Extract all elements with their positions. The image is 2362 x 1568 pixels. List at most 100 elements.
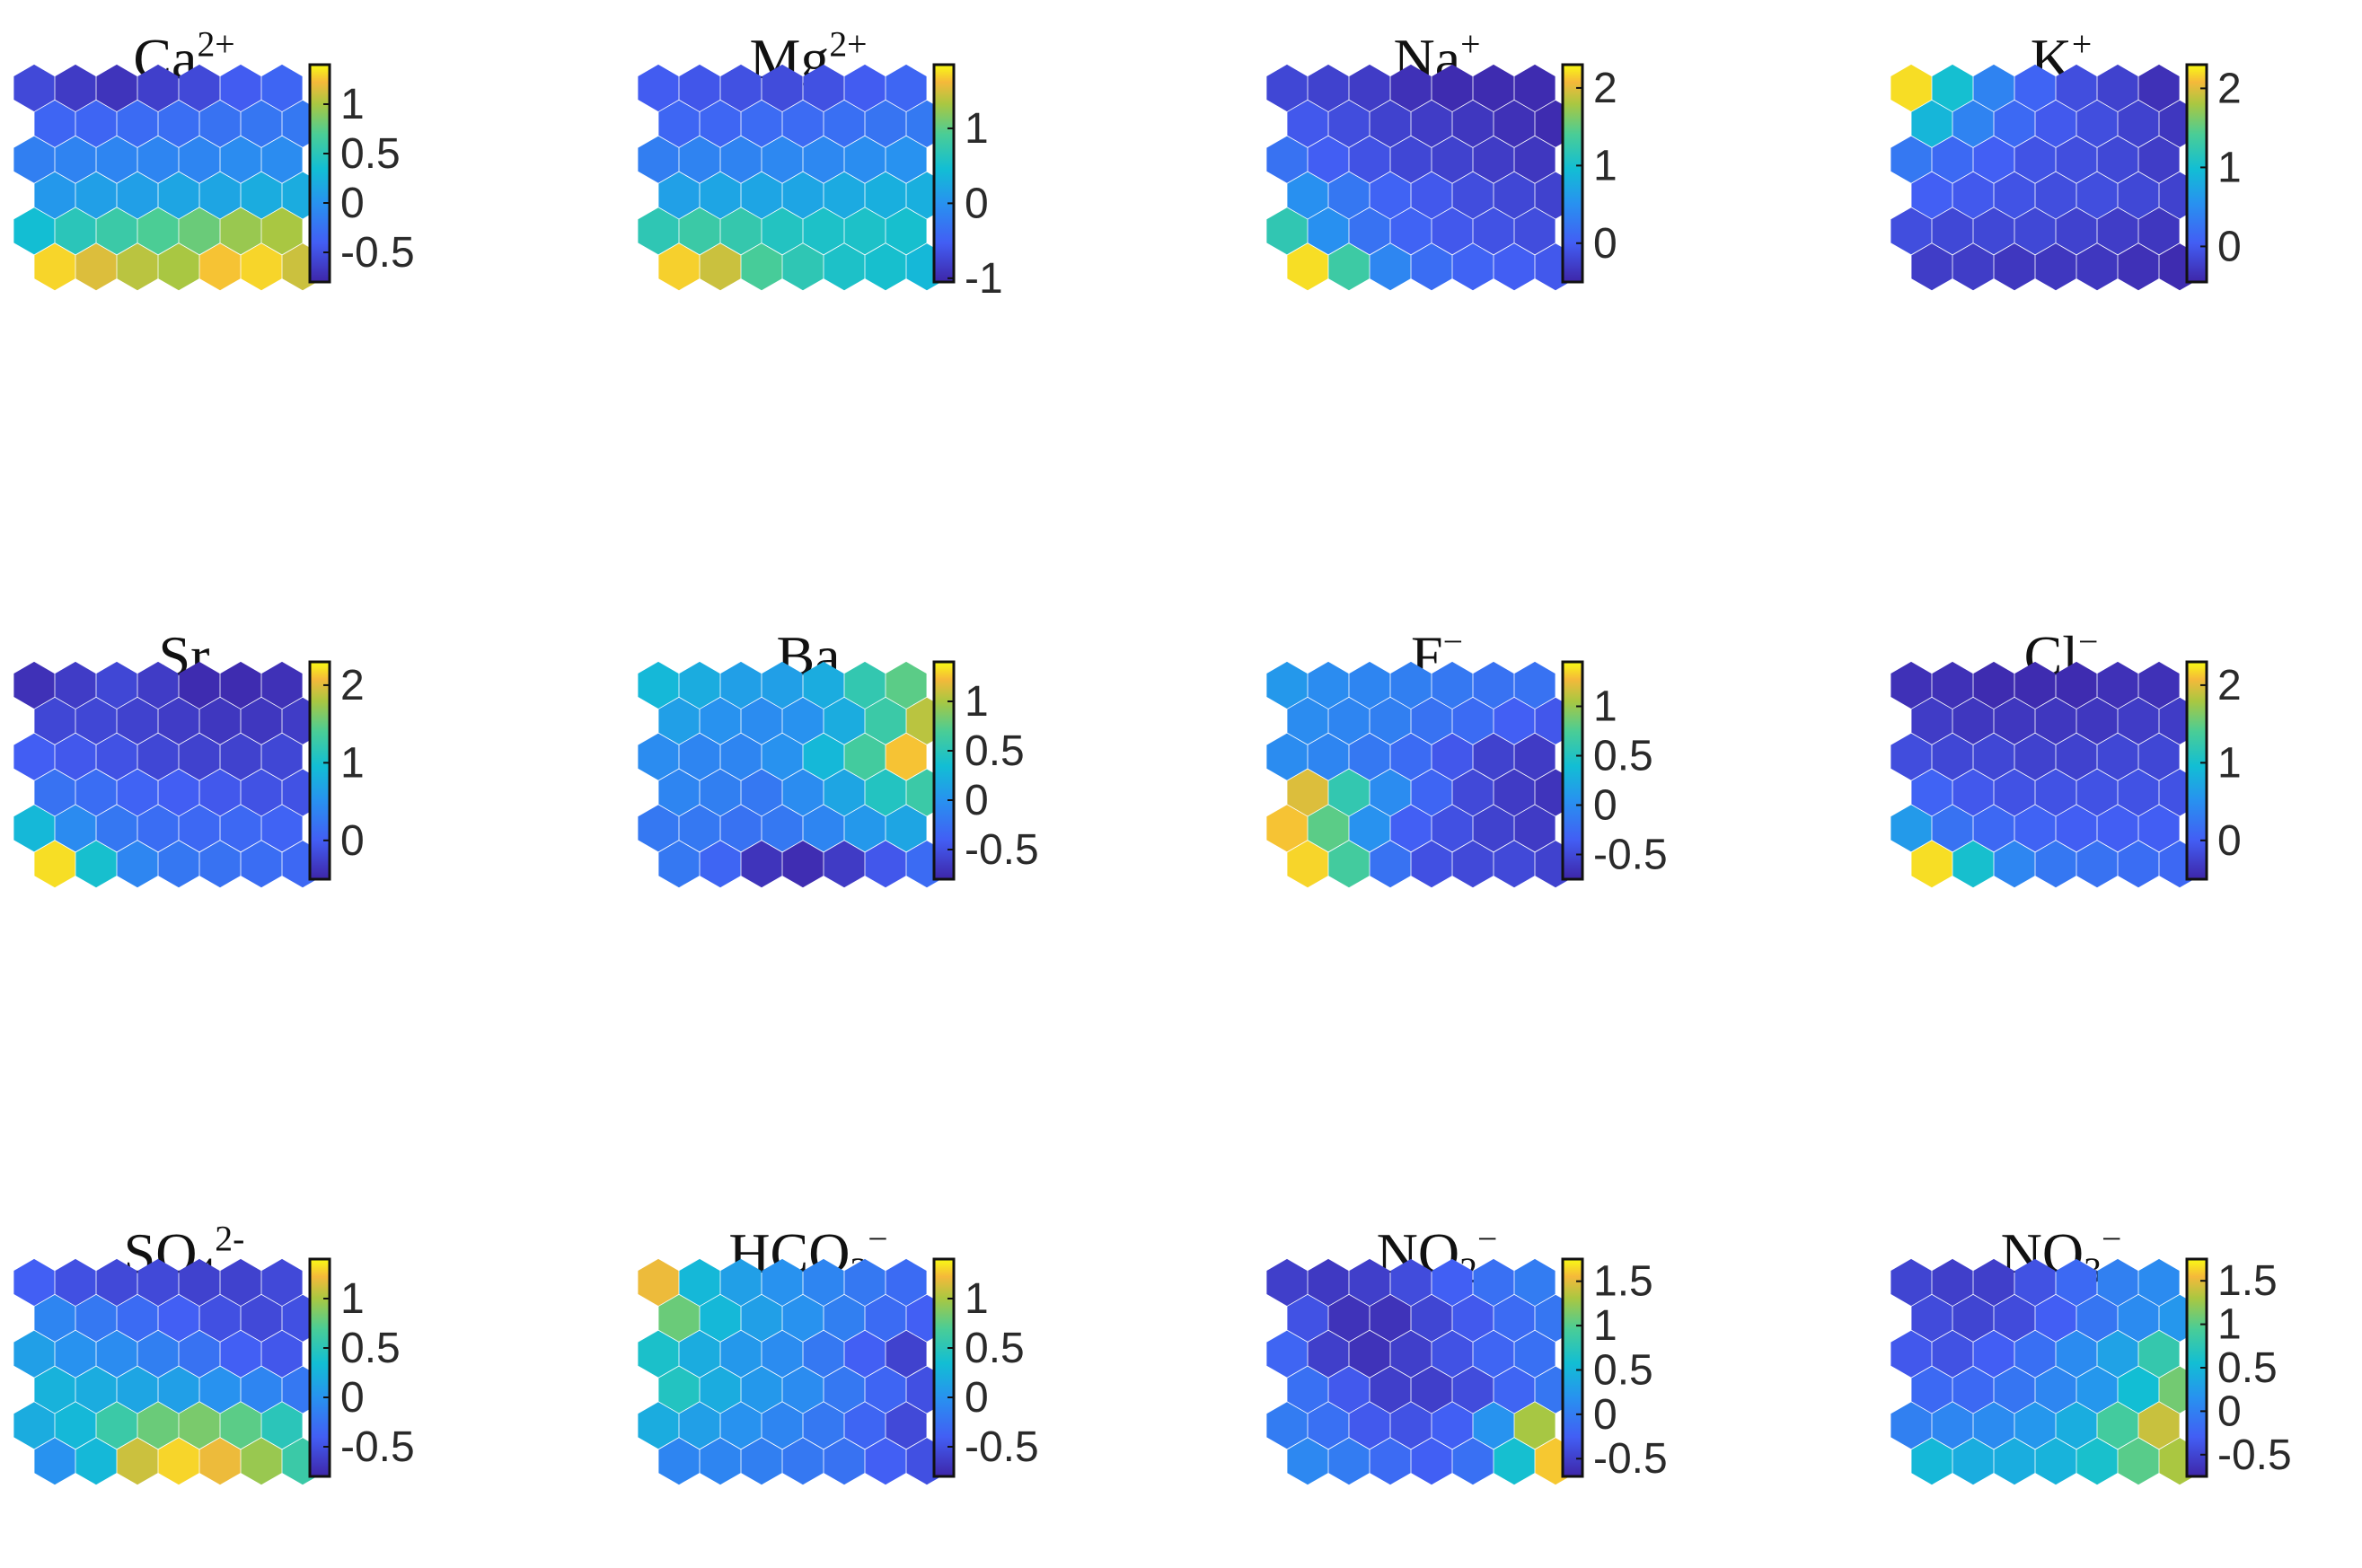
colorbar-tick-label: 1 [1593, 1302, 1617, 1350]
hex-cell [2138, 1330, 2180, 1378]
hex-cell [2056, 661, 2097, 709]
hex-cell [2035, 1294, 2076, 1342]
hex-cell [886, 661, 927, 709]
hex-cell [2056, 1330, 2097, 1378]
hex-cell [117, 100, 158, 147]
hex-cell [1494, 243, 1535, 291]
hex-cell [2035, 697, 2076, 744]
hex-cell [2056, 207, 2097, 255]
hex-cell [803, 136, 844, 183]
hex-cell [865, 1294, 906, 1342]
hex-cell [117, 1366, 158, 1414]
colorbar-tick-label: -1 [965, 255, 1003, 303]
hex-cell [2076, 1366, 2118, 1414]
hex-cell [220, 1330, 261, 1378]
hex-cell [34, 243, 75, 291]
hex-cell [720, 661, 762, 709]
hex-cell [638, 1402, 679, 1449]
hex-cell [720, 136, 762, 183]
hex-cell [741, 243, 782, 291]
hex-cell [886, 1258, 927, 1307]
hex-cell [1494, 1438, 1535, 1485]
hex-cell [1390, 1330, 1432, 1378]
hex-cell [1494, 697, 1535, 744]
hex-cell [844, 1330, 886, 1378]
hex-cell [658, 100, 700, 147]
hex-cell [700, 769, 741, 816]
hex-cell [34, 841, 75, 888]
hex-cell [55, 64, 96, 112]
hex-cell [55, 733, 96, 780]
colorbar-tick-label: 2 [2217, 662, 2242, 709]
hex-cell [1370, 1366, 1411, 1414]
heatmap-svg: 0 1 2 [1890, 63, 2242, 291]
colorbar-tick-label: 0 [2217, 1387, 2242, 1435]
hex-cell [1390, 661, 1432, 709]
hex-cell [199, 1366, 241, 1414]
hex-cell [2014, 207, 2056, 255]
colorbar [2185, 63, 2208, 284]
hex-cell [865, 100, 906, 147]
hex-cell [2097, 207, 2138, 255]
hex-cell [700, 697, 741, 744]
hex-cell [1390, 1402, 1432, 1449]
hex-cell [117, 1438, 158, 1485]
hex-cell [2097, 805, 2138, 852]
panel-no2: NO2− -0.500.511.5 [1266, 1221, 1774, 1545]
hex-cell [1390, 64, 1432, 112]
hex-cell [1370, 100, 1411, 147]
hex-cell [137, 64, 179, 112]
hex-cell [34, 172, 75, 219]
hex-cell [13, 1258, 55, 1307]
hex-cell [220, 64, 261, 112]
hex-cell [2138, 661, 2180, 709]
colorbar-tick-label: 1 [340, 81, 365, 128]
hex-cell [1432, 733, 1473, 780]
hex-cell [886, 1402, 927, 1449]
colorbar [308, 1257, 331, 1478]
hex-cell [261, 1258, 303, 1307]
hex-cell [1411, 100, 1452, 147]
hex-cell [1452, 841, 1494, 888]
hex-cell [1973, 1258, 2014, 1307]
colorbar-tick-label: 0.5 [965, 1325, 1025, 1372]
hex-cell [75, 697, 117, 744]
hex-cell [741, 1366, 782, 1414]
hex-cell [13, 207, 55, 255]
colorbar-tick-label: 0.5 [1593, 1346, 1653, 1394]
hex-grid [13, 661, 323, 888]
colorbar-tick-label: 0.5 [340, 1325, 401, 1372]
hex-cell [179, 1330, 220, 1378]
hex-cell [2014, 64, 2056, 112]
hex-cell [700, 1438, 741, 1485]
hex-cell [1473, 1330, 1514, 1378]
hex-cell [803, 1402, 844, 1449]
hex-cell [1994, 172, 2035, 219]
hex-cell [96, 1258, 137, 1307]
hex-cell [2056, 1258, 2097, 1307]
colorbar-tick-label: -0.5 [1593, 1435, 1668, 1483]
hex-cell [679, 733, 720, 780]
hex-cell [137, 136, 179, 183]
hex-grid [638, 64, 947, 291]
hex-cell [1473, 1258, 1514, 1307]
hex-cell [199, 1294, 241, 1342]
hex-cell [117, 769, 158, 816]
hex-cell [638, 661, 679, 709]
hex-cell [2035, 1366, 2076, 1414]
hex-cell [2138, 1258, 2180, 1307]
hex-cell [1911, 769, 1952, 816]
hex-cell [1932, 1330, 1973, 1378]
hex-cell [782, 769, 824, 816]
hex-cell [2097, 1258, 2138, 1307]
colorbar-tick-label: -0.5 [1593, 832, 1668, 879]
hex-cell [158, 769, 199, 816]
hex-grid [1266, 1258, 1576, 1485]
colorbar-tick-label: 1 [2217, 739, 2242, 787]
hex-cell [2035, 172, 2076, 219]
hex-cell [2138, 136, 2180, 183]
hex-cell [220, 136, 261, 183]
panel-f: F− -0.5 0 0.5 1 [1266, 624, 1774, 947]
hex-cell [865, 697, 906, 744]
hex-cell [1411, 1294, 1452, 1342]
